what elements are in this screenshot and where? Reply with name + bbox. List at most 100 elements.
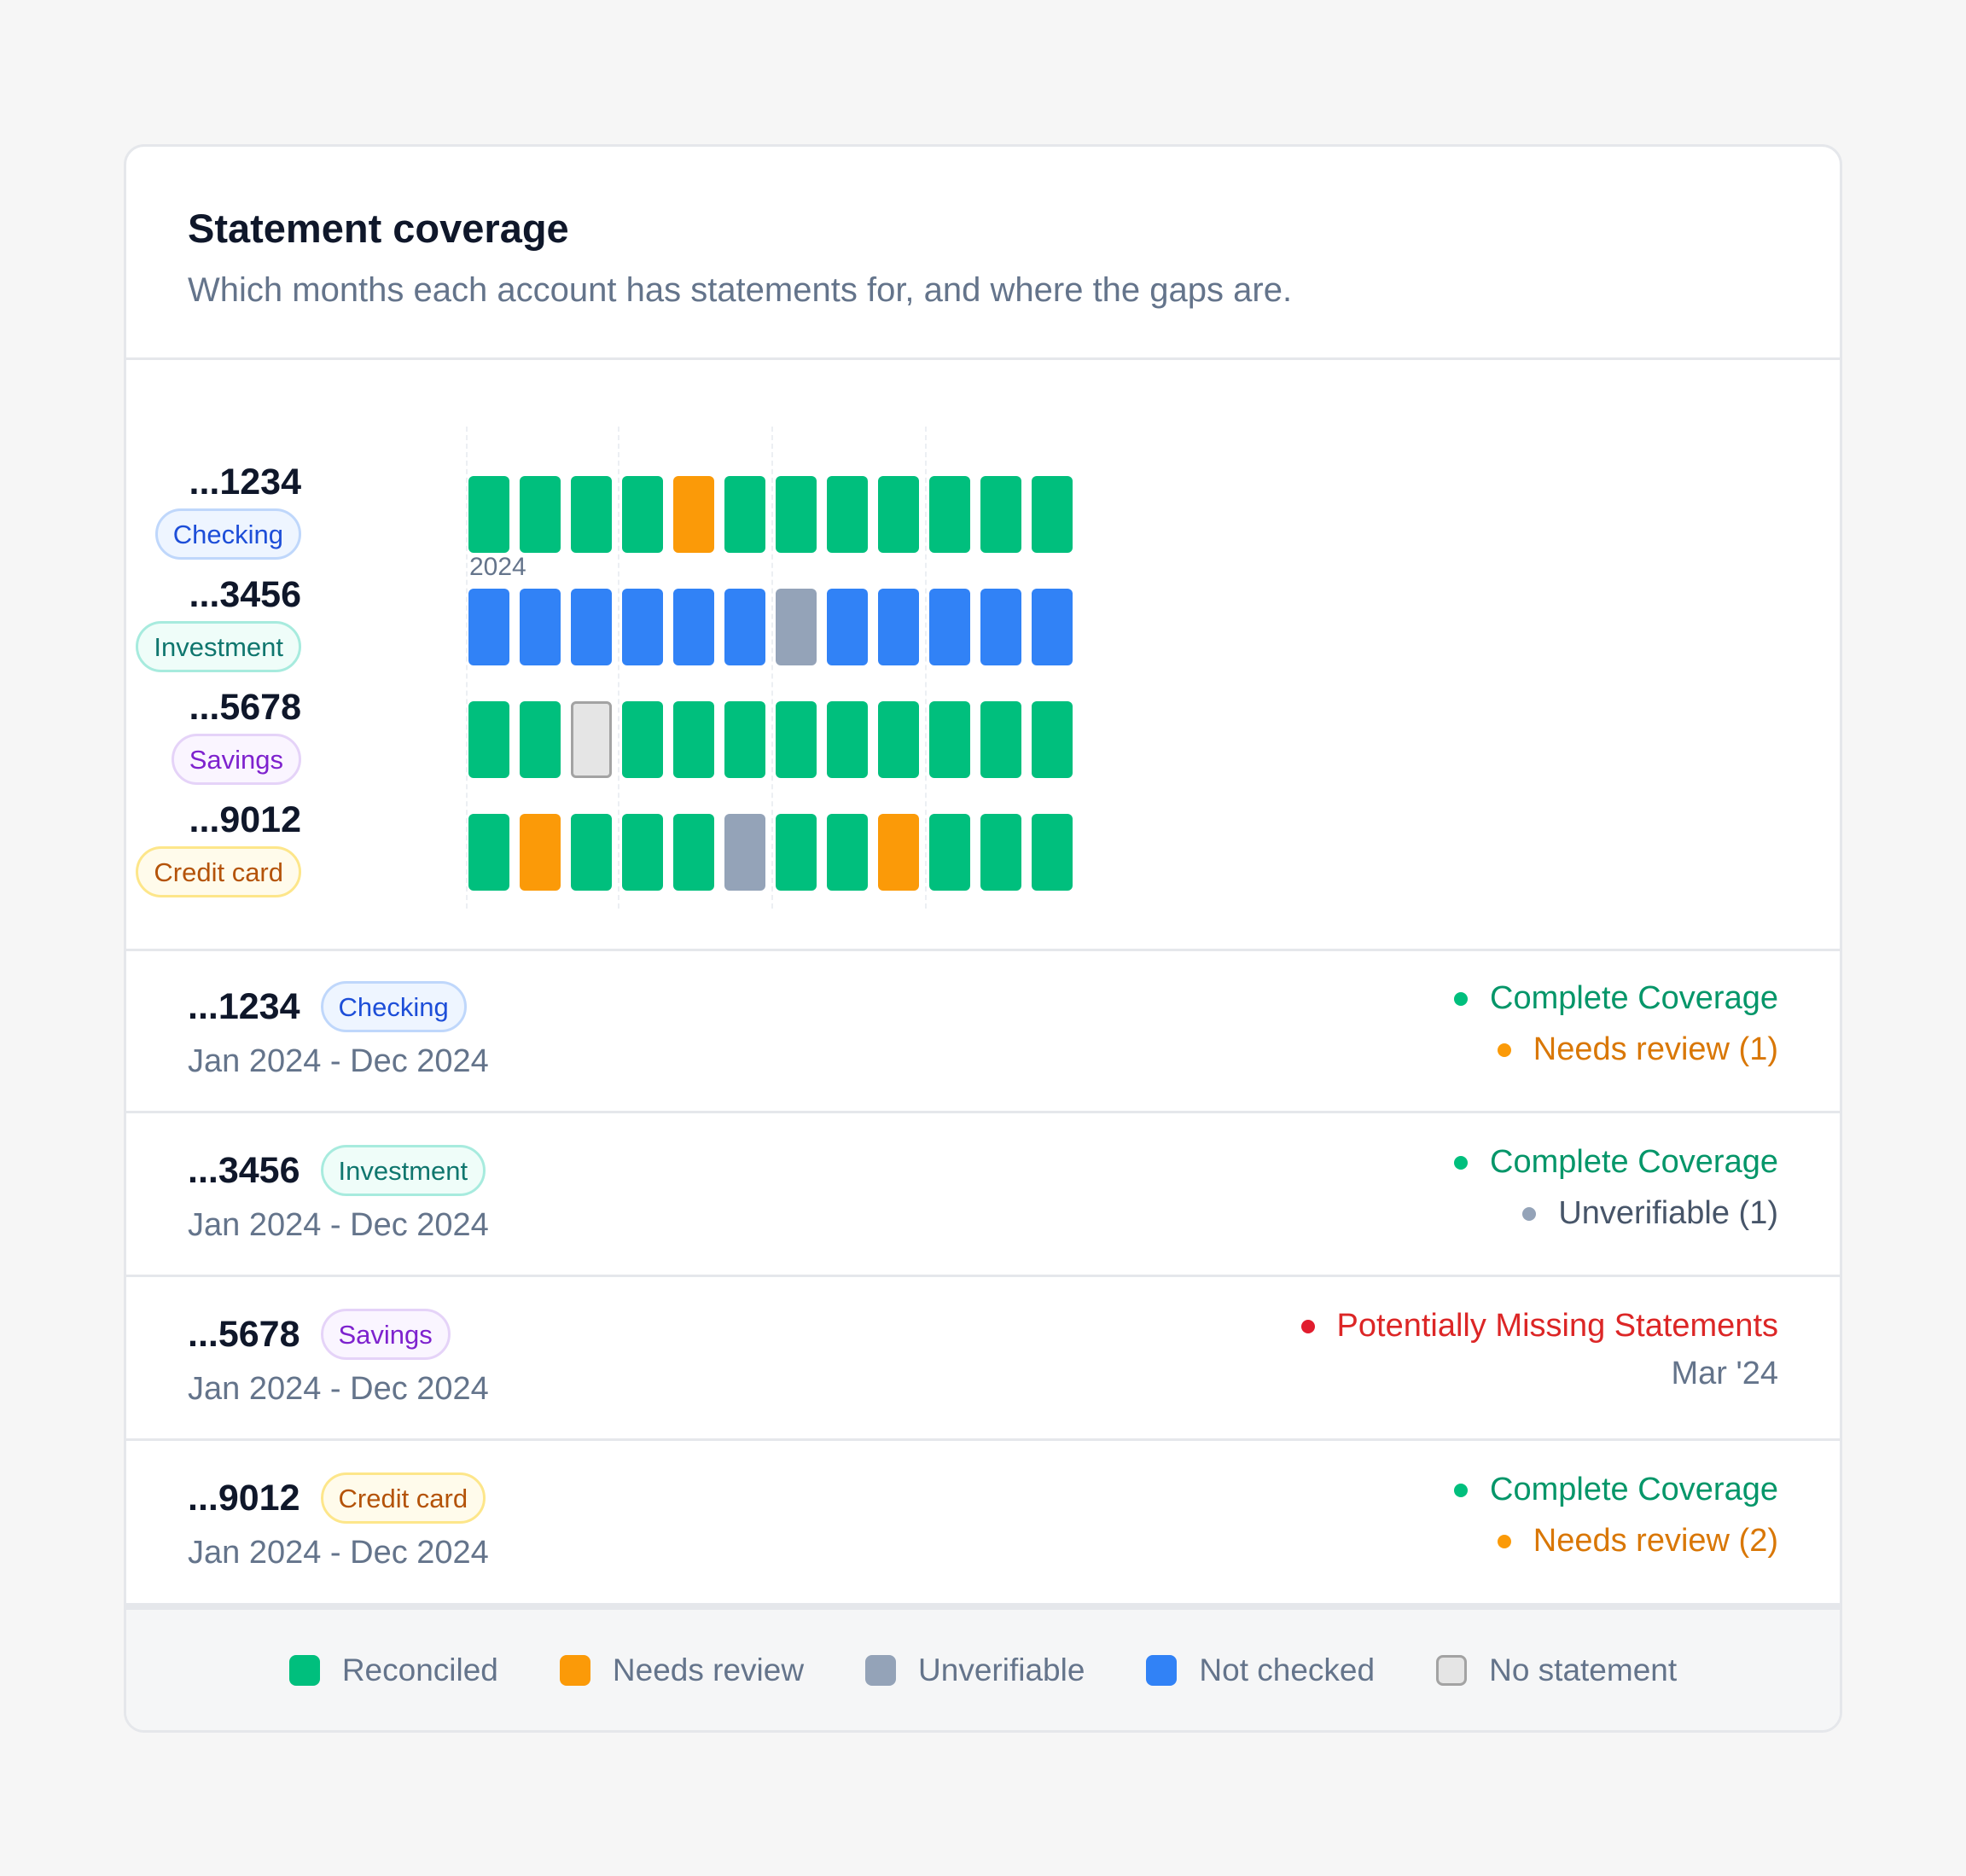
- month-cell-reconciled[interactable]: [622, 476, 663, 553]
- month-cell-reconciled[interactable]: [571, 814, 612, 891]
- legend-swatch: [1146, 1654, 1178, 1686]
- heatmap-row-cells: [468, 476, 1073, 553]
- month-cell-not-checked[interactable]: [827, 589, 868, 665]
- month-cell-reconciled[interactable]: [929, 814, 970, 891]
- month-cell-unverifiable[interactable]: [776, 589, 817, 665]
- month-cell-needs-review[interactable]: [878, 814, 919, 891]
- account-number: ...1234: [188, 985, 300, 1027]
- legend-swatch: [288, 1654, 320, 1686]
- heatmap-gridline: [771, 427, 773, 909]
- month-cell-not-checked[interactable]: [468, 589, 509, 665]
- missing-status: Potentially Missing Statements: [1300, 1308, 1778, 1345]
- month-cell-reconciled[interactable]: [571, 476, 612, 553]
- account-type-badge: Investment: [320, 1145, 486, 1196]
- month-cell-not-checked[interactable]: [980, 589, 1021, 665]
- legend-label: Needs review: [612, 1652, 805, 1687]
- card-title: Statement coverage: [188, 206, 569, 251]
- status-dot-icon: [1454, 991, 1469, 1006]
- account-type-badge: Credit card: [136, 846, 301, 897]
- month-cell-not-checked[interactable]: [1032, 589, 1073, 665]
- month-cell-reconciled[interactable]: [980, 701, 1021, 778]
- month-cell-reconciled[interactable]: [980, 476, 1021, 553]
- heatmap-row-cells: [468, 814, 1073, 891]
- status-dot-icon: [1497, 1043, 1511, 1057]
- month-cell-reconciled[interactable]: [673, 701, 714, 778]
- legend-item-no-statement: No statement: [1436, 1652, 1677, 1688]
- month-cell-reconciled[interactable]: [1032, 476, 1073, 553]
- heatmap-row-label: ...9012 Credit card: [136, 799, 301, 897]
- heatmap-gridline: [925, 427, 927, 909]
- coverage-status: Complete Coverage: [1454, 980, 1778, 1017]
- account-row[interactable]: ...9012 Credit card Jan 2024 - Dec 2024 …: [126, 1443, 1840, 1606]
- review-status-label: Needs review (1): [1533, 1031, 1778, 1067]
- month-cell-reconciled[interactable]: [878, 476, 919, 553]
- account-date-range: Jan 2024 - Dec 2024: [188, 1535, 489, 1571]
- month-cell-not-checked[interactable]: [878, 589, 919, 665]
- month-cell-not-checked[interactable]: [929, 589, 970, 665]
- account-date-range: Jan 2024 - Dec 2024: [188, 1207, 489, 1243]
- heatmap-row-label: ...5678 Savings: [171, 687, 301, 785]
- month-cell-reconciled[interactable]: [673, 814, 714, 891]
- month-cell-reconciled[interactable]: [878, 701, 919, 778]
- month-cell-not-checked[interactable]: [724, 589, 765, 665]
- legend-item-needs-review: Needs review: [559, 1652, 805, 1688]
- month-cell-reconciled[interactable]: [724, 476, 765, 553]
- heatmap-divider: [126, 949, 1840, 951]
- month-cell-reconciled[interactable]: [827, 476, 868, 553]
- heatmap-row-label: ...1234 Checking: [154, 462, 301, 560]
- month-cell-reconciled[interactable]: [468, 701, 509, 778]
- month-cell-reconciled[interactable]: [622, 701, 663, 778]
- card-header: Statement coverage Which months each acc…: [126, 147, 1840, 360]
- account-type-badge: Savings: [320, 1309, 451, 1360]
- legend-label: Not checked: [1199, 1652, 1376, 1687]
- month-cell-reconciled[interactable]: [929, 476, 970, 553]
- card-subtitle: Which months each account has statements…: [188, 271, 1293, 309]
- month-cell-reconciled[interactable]: [980, 814, 1021, 891]
- month-cell-needs-review[interactable]: [673, 476, 714, 553]
- heatmap-row-cells: [468, 701, 1073, 778]
- month-cell-reconciled[interactable]: [622, 814, 663, 891]
- month-cell-reconciled[interactable]: [1032, 701, 1073, 778]
- month-cell-reconciled[interactable]: [468, 814, 509, 891]
- account-row[interactable]: ...5678 Savings Jan 2024 - Dec 2024 Pote…: [126, 1279, 1840, 1441]
- account-row[interactable]: ...1234 Checking Jan 2024 - Dec 2024 Com…: [126, 951, 1840, 1113]
- missing-months: Mar '24: [1671, 1356, 1778, 1392]
- month-cell-reconciled[interactable]: [468, 476, 509, 553]
- heatmap-gridline: [618, 427, 619, 909]
- review-status: Needs review (2): [1497, 1523, 1778, 1559]
- month-cell-reconciled[interactable]: [776, 476, 817, 553]
- account-row[interactable]: ...3456 Investment Jan 2024 - Dec 2024 C…: [126, 1115, 1840, 1277]
- missing-months-label: Mar '24: [1671, 1356, 1778, 1391]
- month-cell-reconciled[interactable]: [827, 814, 868, 891]
- month-cell-reconciled[interactable]: [776, 814, 817, 891]
- month-cell-reconciled[interactable]: [520, 476, 561, 553]
- month-cell-not-checked[interactable]: [673, 589, 714, 665]
- month-cell-not-checked[interactable]: [622, 589, 663, 665]
- legend-item-reconciled: Reconciled: [288, 1652, 498, 1688]
- legend-label: No statement: [1489, 1652, 1678, 1687]
- legend-label: Unverifiable: [918, 1652, 1085, 1687]
- month-cell-reconciled[interactable]: [929, 701, 970, 778]
- month-cell-not-checked[interactable]: [520, 589, 561, 665]
- review-status: Needs review (1): [1497, 1031, 1778, 1068]
- coverage-status: Complete Coverage: [1454, 1144, 1778, 1181]
- month-cell-reconciled[interactable]: [724, 701, 765, 778]
- account-type-badge: Investment: [136, 621, 301, 672]
- review-status-label: Needs review (2): [1533, 1523, 1778, 1559]
- coverage-status-label: Complete Coverage: [1490, 980, 1778, 1016]
- heatmap-row-cells: [468, 589, 1073, 665]
- month-cell-reconciled[interactable]: [1032, 814, 1073, 891]
- month-cell-not-checked[interactable]: [571, 589, 612, 665]
- month-cell-reconciled[interactable]: [520, 701, 561, 778]
- legend-swatch: [1436, 1654, 1468, 1686]
- month-cell-no-statement[interactable]: [571, 701, 612, 778]
- month-cell-reconciled[interactable]: [827, 701, 868, 778]
- heatmap-gridline: [466, 427, 468, 909]
- heatmap-account-number: ...3456: [189, 574, 302, 615]
- heatmap-row-label: ...3456 Investment: [136, 574, 301, 672]
- month-cell-unverifiable[interactable]: [724, 814, 765, 891]
- month-cell-reconciled[interactable]: [776, 701, 817, 778]
- account-number: ...9012: [188, 1477, 300, 1519]
- legend-swatch: [865, 1654, 897, 1686]
- month-cell-needs-review[interactable]: [520, 814, 561, 891]
